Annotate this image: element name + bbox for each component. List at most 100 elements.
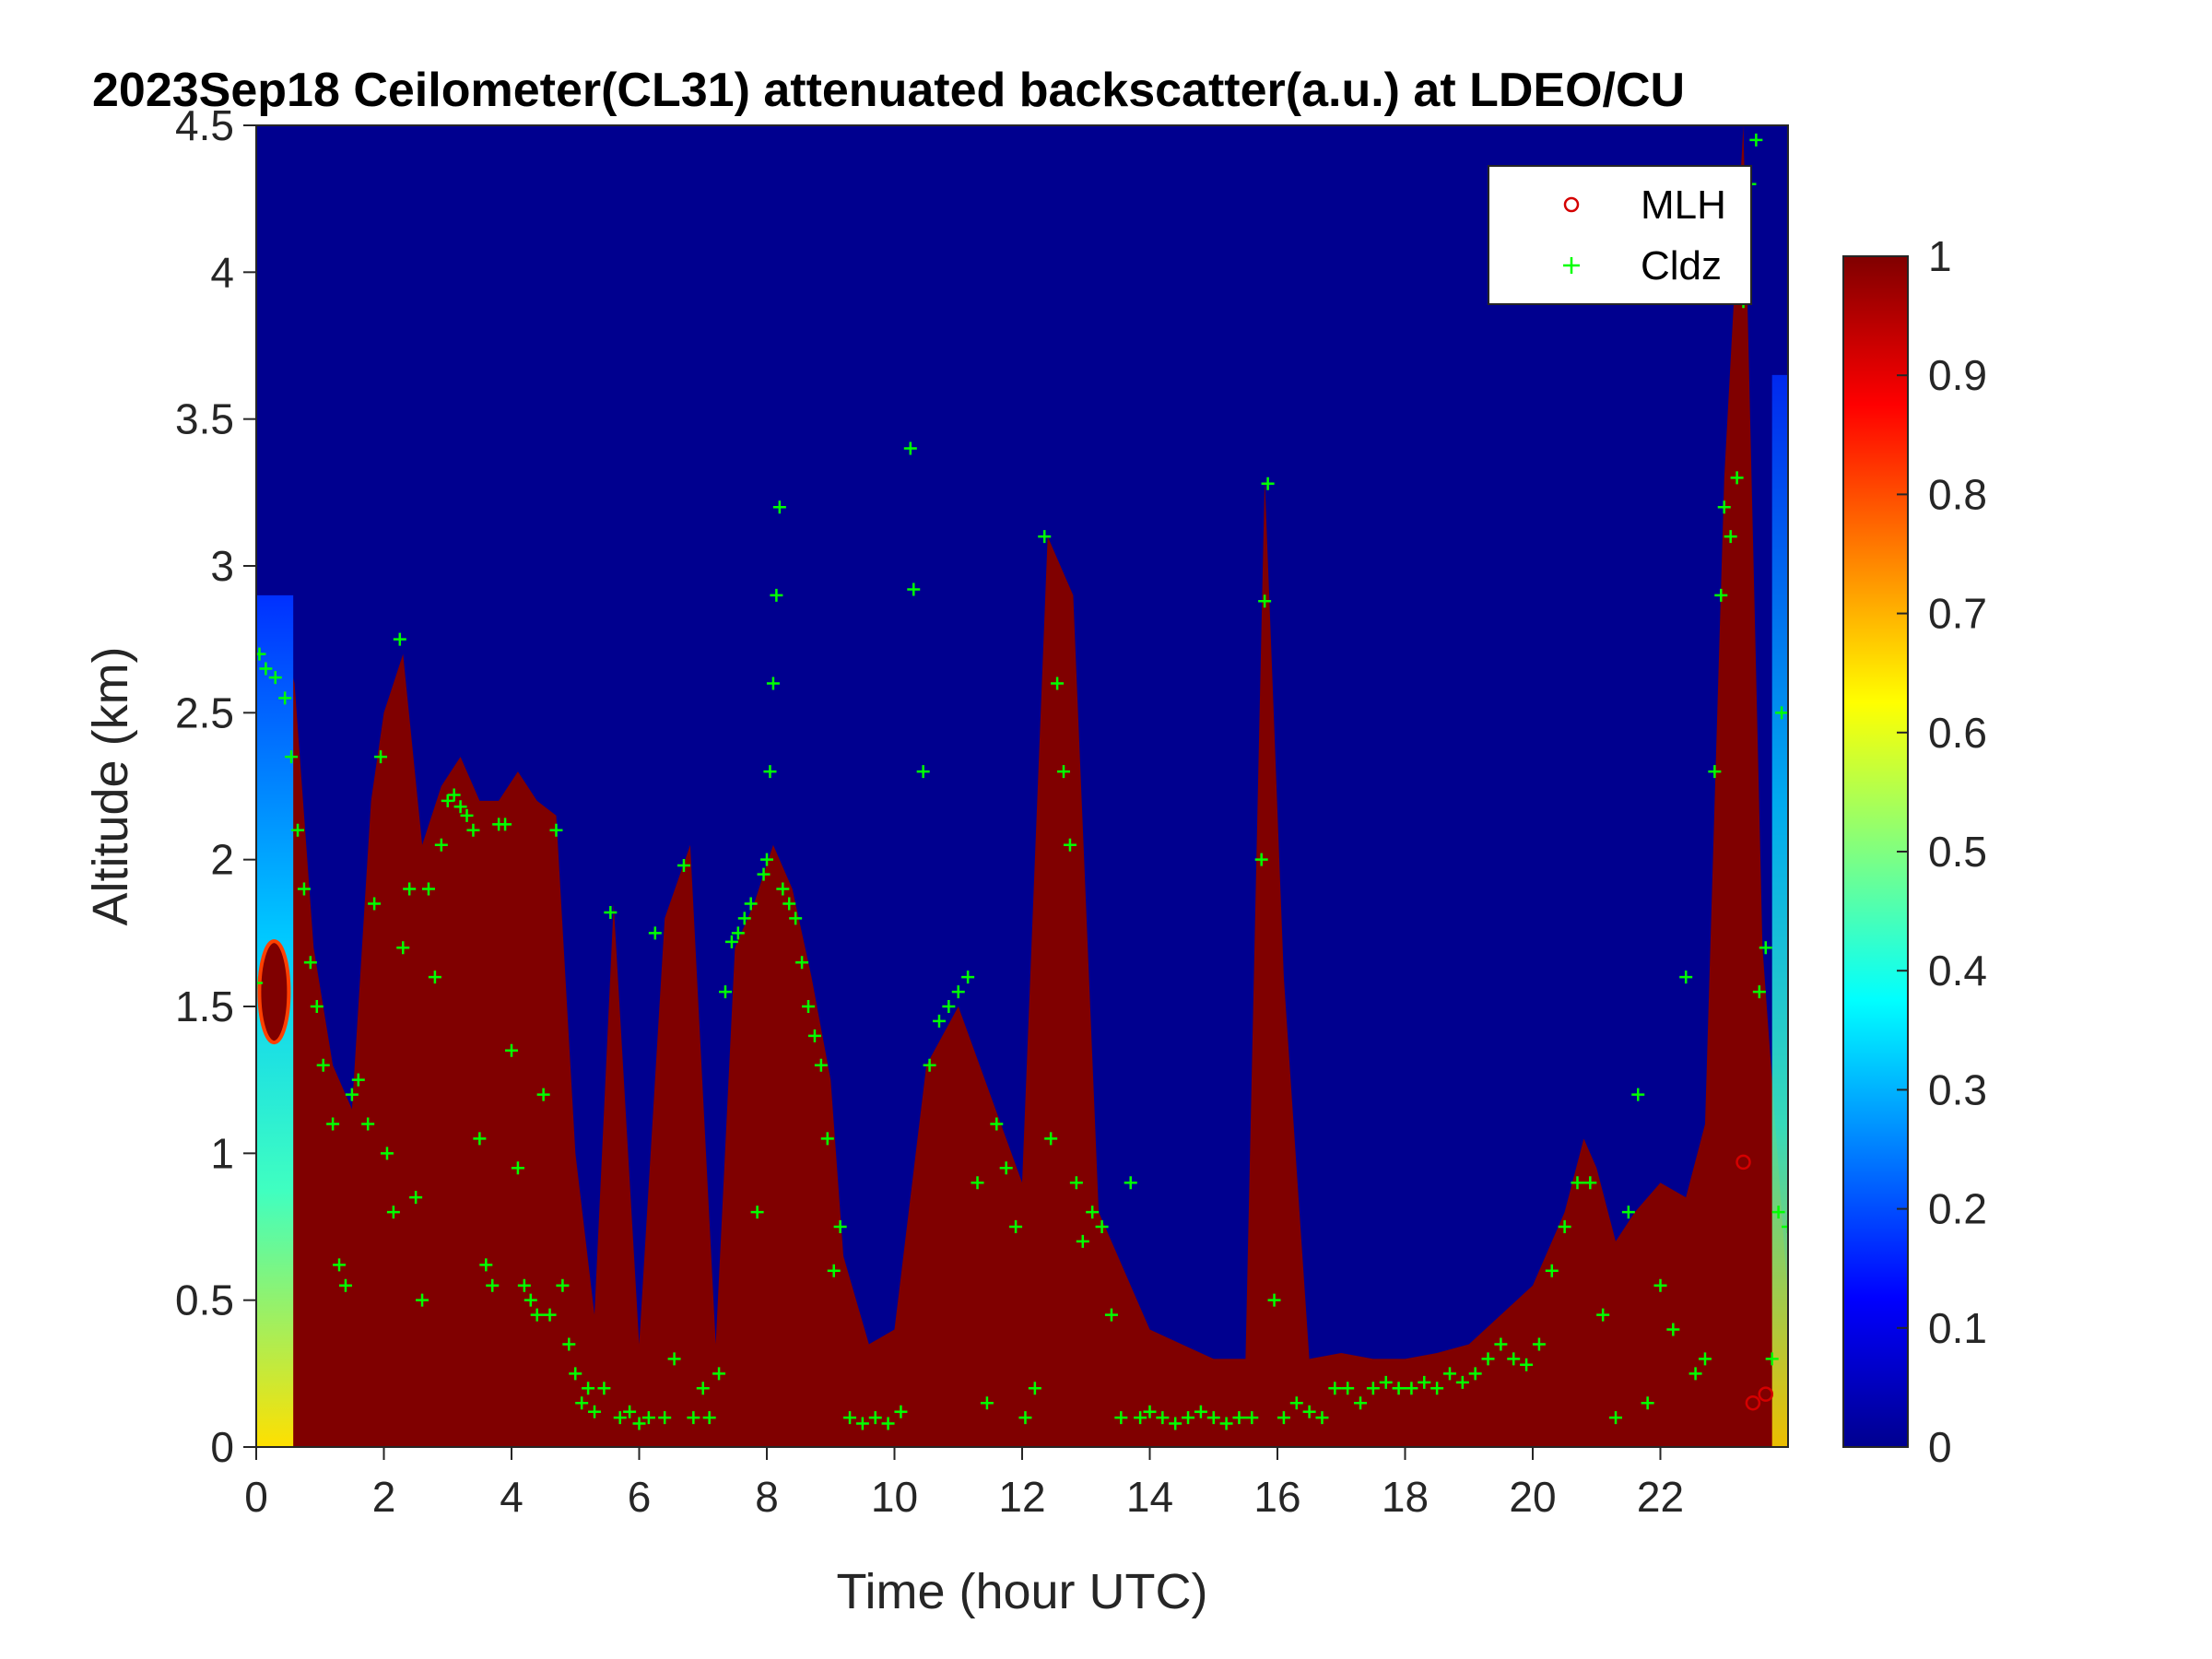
- cldz-marker: [1018, 1411, 1032, 1425]
- cldz-marker: [868, 1411, 882, 1425]
- cldz-marker: [1596, 1308, 1610, 1322]
- cldz-marker: [1038, 530, 1052, 544]
- cldz-marker: [757, 867, 771, 881]
- cldz-marker: [1379, 1375, 1393, 1389]
- cldz-marker: [1258, 594, 1272, 608]
- cldz-marker: [403, 882, 417, 896]
- cldz-marker: [696, 1382, 710, 1395]
- cldz-marker: [807, 1029, 821, 1042]
- cldz-marker: [718, 985, 732, 999]
- cldz-marker: [575, 1396, 589, 1410]
- cldz-marker: [1708, 765, 1722, 779]
- cldz-marker: [613, 1411, 627, 1425]
- cldz-marker: [1571, 1176, 1584, 1190]
- colorbar-ticks: 0 0.1 0.2 0.3 0.4 0.5 0.6 0.7 0.8 0.9 1: [1897, 232, 1987, 1471]
- cldz-marker: [1134, 1411, 1147, 1425]
- cldz-marker: [1219, 1417, 1233, 1430]
- cldz-marker: [368, 897, 382, 911]
- plot-area: [255, 124, 1789, 1448]
- cldz-marker: [1069, 1176, 1083, 1190]
- y-axis-label: Altitude (km): [83, 646, 138, 925]
- backscatter-layer: [256, 125, 1788, 1447]
- legend-box: [1488, 165, 1752, 305]
- cldz-marker: [1232, 1411, 1246, 1425]
- cldz-marker: [1494, 1337, 1508, 1351]
- cldz-marker: [434, 838, 448, 852]
- cldz-marker: [1717, 500, 1731, 514]
- cldz-marker: [1302, 1405, 1316, 1418]
- colorbar-tick-label: 0: [1928, 1423, 1952, 1471]
- cldz-marker: [843, 1411, 857, 1425]
- cldz-marker: [1328, 1382, 1342, 1395]
- cldz-marker: [1430, 1382, 1444, 1395]
- cldz-marker: [338, 1278, 352, 1292]
- cldz-marker: [351, 1073, 365, 1087]
- cldz-marker: [1752, 985, 1766, 999]
- colorbar-tick-label: 0.9: [1928, 351, 1987, 399]
- y-tick-label: 4: [210, 248, 234, 296]
- cldz-marker: [416, 1293, 429, 1307]
- cldz-marker: [460, 808, 474, 822]
- cldz-marker: [345, 1088, 359, 1101]
- cldz-marker: [776, 882, 790, 896]
- cldz-marker: [1730, 471, 1744, 485]
- cldz-marker: [782, 897, 796, 911]
- cldz-marker: [971, 1176, 984, 1190]
- cldz-marker: [903, 441, 917, 455]
- cldz-marker: [1759, 941, 1772, 955]
- cldz-marker: [770, 588, 783, 602]
- x-tick-label: 6: [628, 1473, 652, 1521]
- y-tick-label: 0.5: [175, 1277, 234, 1324]
- cldz-marker: [393, 632, 406, 646]
- cldz-marker: [259, 662, 273, 676]
- cldz-marker: [361, 1117, 375, 1131]
- cldz-marker: [1468, 1367, 1482, 1381]
- x-tick-label: 22: [1637, 1473, 1684, 1521]
- cldz-marker: [1289, 1396, 1303, 1410]
- cldz-marker: [894, 1405, 908, 1418]
- cldz-marker: [641, 1411, 655, 1425]
- y-tick-label: 2.5: [175, 688, 234, 736]
- x-tick-label: 16: [1253, 1473, 1300, 1521]
- cldz-marker: [1156, 1411, 1170, 1425]
- cldz-marker: [1714, 588, 1728, 602]
- y-tick-label: 3: [210, 542, 234, 590]
- cldz-marker: [316, 1058, 330, 1072]
- cldz-marker: [1254, 853, 1268, 866]
- y-tick-label: 3.5: [175, 395, 234, 443]
- cldz-marker: [990, 1117, 1004, 1131]
- cldz-marker: [1765, 1352, 1779, 1366]
- cldz-marker: [833, 1220, 847, 1233]
- cldz-marker: [268, 671, 282, 685]
- cldz-marker: [1520, 1358, 1534, 1371]
- cldz-marker: [724, 935, 738, 948]
- cldz-marker: [421, 882, 435, 896]
- cldz-marker: [396, 941, 410, 955]
- legend-cldz-label: Cldz: [1641, 243, 1722, 288]
- cldz-marker: [1245, 1411, 1259, 1425]
- cldz-marker: [1051, 677, 1065, 690]
- cldz-marker: [802, 1000, 816, 1013]
- cldz-marker: [750, 1206, 764, 1219]
- cldz-legend-glyph: [1563, 257, 1580, 274]
- cldz-marker: [1194, 1405, 1207, 1418]
- cldz-marker: [569, 1367, 582, 1381]
- cldz-marker: [1315, 1411, 1329, 1425]
- cldz-marker: [1009, 1220, 1023, 1233]
- y-tick-label: 1: [210, 1129, 234, 1177]
- x-tick-label: 2: [372, 1473, 396, 1521]
- cldz-marker: [543, 1308, 557, 1322]
- cldz-marker: [737, 912, 751, 925]
- cldz-marker: [687, 1411, 700, 1425]
- cldz-marker: [1028, 1382, 1041, 1395]
- cldz-marker: [667, 1352, 681, 1366]
- cldz-marker: [658, 1411, 672, 1425]
- colorbar-tick-label: 0.6: [1928, 709, 1987, 757]
- cldz-marker: [1076, 1234, 1089, 1248]
- x-tick-label: 14: [1126, 1473, 1173, 1521]
- cldz-marker: [1749, 133, 1763, 147]
- cldz-marker: [409, 1191, 423, 1205]
- cldz-marker: [597, 1382, 611, 1395]
- cldz-marker: [386, 1206, 400, 1219]
- cldz-marker: [1169, 1417, 1182, 1430]
